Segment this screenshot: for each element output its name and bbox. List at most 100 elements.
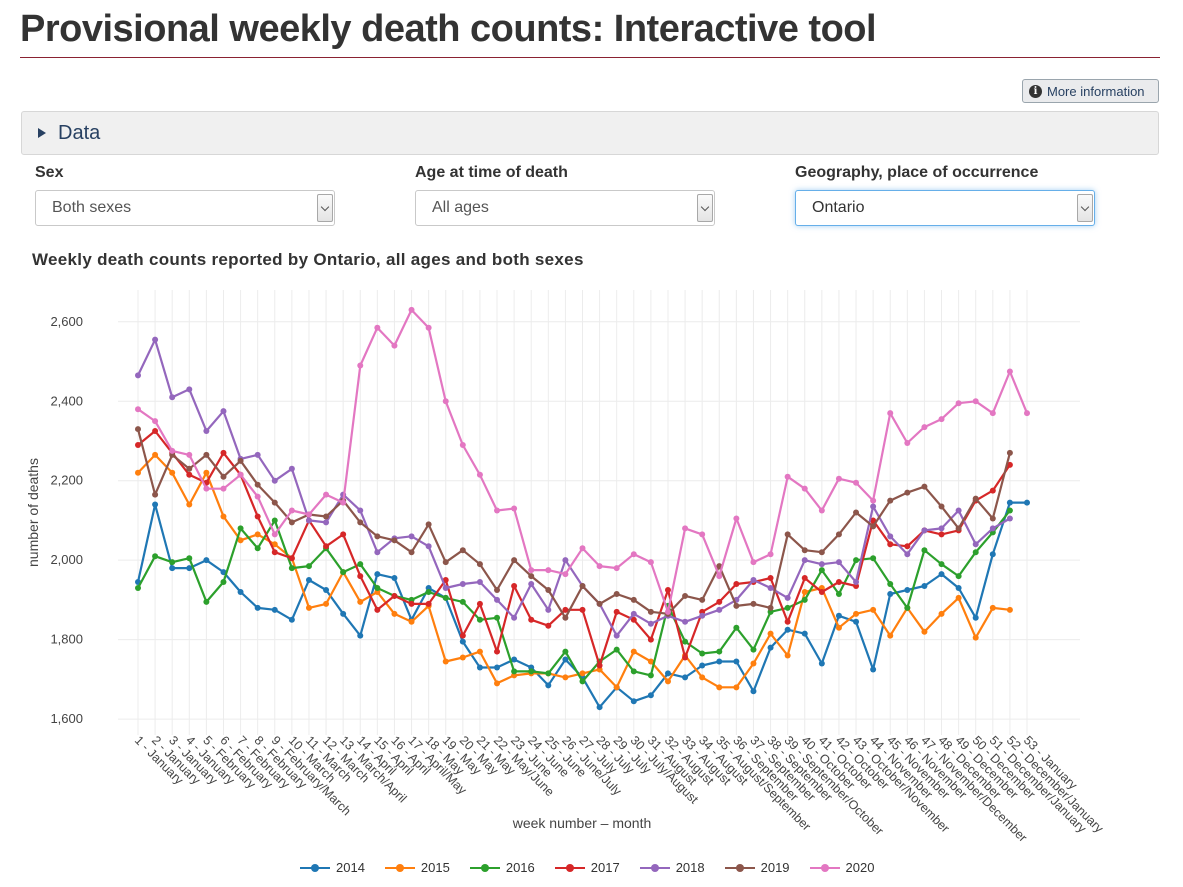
data-point	[596, 704, 603, 711]
legend-label: 2015	[420, 860, 450, 875]
geography-select[interactable]: Ontario	[795, 190, 1095, 226]
data-point	[1006, 606, 1013, 613]
data-point	[442, 658, 449, 665]
data-point	[271, 531, 278, 538]
data-point	[357, 362, 364, 369]
data-point	[630, 698, 637, 705]
geography-filter-label: Geography, place of occurrence	[795, 164, 1039, 181]
data-point	[733, 602, 740, 609]
data-point	[476, 561, 483, 568]
data-point	[699, 596, 706, 603]
data-point	[750, 646, 757, 653]
legend-swatch	[469, 863, 500, 873]
data-point	[733, 581, 740, 588]
data-point	[391, 575, 398, 582]
data-point	[733, 658, 740, 665]
legend-swatch	[554, 863, 585, 873]
legend-label: 2018	[675, 860, 705, 875]
data-point	[733, 624, 740, 631]
data-point	[613, 565, 620, 572]
data-point	[870, 497, 877, 504]
legend-item-2016[interactable]: 2016	[469, 860, 535, 875]
y-tick-label: 1,800	[50, 632, 83, 647]
legend-item-2018[interactable]: 2018	[639, 860, 705, 875]
data-point	[596, 600, 603, 607]
data-point	[511, 668, 518, 675]
data-point	[955, 400, 962, 407]
data-point	[203, 598, 210, 605]
data-point	[476, 600, 483, 607]
data-point	[459, 581, 466, 588]
data-point	[989, 551, 996, 558]
legend-item-2020[interactable]: 2020	[809, 860, 874, 875]
data-point	[699, 612, 706, 619]
legend-label: 2016	[505, 860, 535, 875]
data-point	[818, 567, 825, 574]
data-point	[425, 521, 432, 528]
data-point	[682, 638, 689, 645]
data-point	[340, 610, 347, 617]
data-point	[835, 559, 842, 566]
data-point	[288, 507, 295, 514]
data-point	[152, 428, 159, 435]
x-axis-label: week number – month	[512, 815, 652, 831]
data-point	[1024, 410, 1030, 417]
data-point	[528, 616, 535, 623]
data-point	[476, 616, 483, 623]
data-point	[1006, 499, 1013, 506]
data-point	[699, 531, 706, 538]
data-point	[784, 594, 791, 601]
chart-title: Weekly death counts reported by Ontario,…	[32, 250, 584, 269]
data-point	[733, 684, 740, 691]
data-point	[357, 519, 364, 526]
data-point	[716, 684, 723, 691]
legend-item-2017[interactable]: 2017	[554, 860, 620, 875]
data-point	[357, 507, 364, 514]
data-point	[152, 501, 159, 508]
data-point	[938, 416, 945, 423]
data-point	[374, 549, 381, 556]
data-point	[818, 507, 825, 514]
data-point	[545, 670, 552, 677]
data-point	[528, 567, 535, 574]
legend-item-2015[interactable]: 2015	[384, 860, 450, 875]
data-point	[613, 646, 620, 653]
data-point	[835, 590, 842, 597]
data-point	[442, 594, 449, 601]
data-point	[237, 457, 244, 464]
data-point	[853, 479, 860, 486]
data-point	[818, 660, 825, 667]
data-point	[357, 573, 364, 580]
data-point	[186, 501, 193, 508]
data-point	[682, 525, 689, 532]
data-point	[408, 549, 415, 556]
data-point	[853, 557, 860, 564]
more-information-label: More information	[1047, 83, 1145, 99]
data-point	[647, 620, 654, 627]
data-point	[1006, 461, 1013, 468]
data-panel-toggle[interactable]: Data	[21, 111, 1159, 155]
data-point	[887, 410, 894, 417]
age-select[interactable]: All ages	[415, 190, 715, 226]
data-point	[476, 648, 483, 655]
data-point	[1006, 449, 1013, 456]
y-tick-label: 2,600	[50, 314, 83, 329]
series-line-2015	[137, 453, 1011, 689]
data-point	[835, 475, 842, 482]
data-point	[271, 517, 278, 524]
data-point	[938, 503, 945, 510]
data-point	[955, 525, 962, 532]
data-point	[870, 523, 877, 530]
data-point	[254, 545, 261, 552]
data-point	[972, 614, 979, 621]
legend-item-2019[interactable]: 2019	[724, 860, 790, 875]
legend-item-2014[interactable]: 2014	[300, 860, 365, 875]
sex-select[interactable]: Both sexes	[35, 190, 335, 226]
data-point	[801, 547, 808, 554]
data-point	[562, 571, 569, 578]
data-point	[476, 471, 483, 478]
more-information-button[interactable]: i More information	[1022, 79, 1159, 103]
data-point	[579, 678, 586, 685]
data-point	[1006, 507, 1013, 514]
data-point	[391, 342, 398, 349]
